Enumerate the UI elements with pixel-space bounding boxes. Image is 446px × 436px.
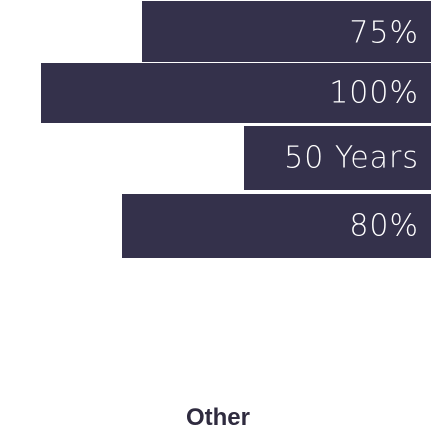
bar-0: 75% — [141, 0, 446, 65]
bar-fill — [142, 1, 431, 64]
bar-fill — [244, 126, 431, 190]
bar-3: 80% — [121, 193, 446, 259]
bar-1: 100% — [40, 62, 446, 124]
bar-label: 80% — [349, 208, 419, 244]
bar-label: 75% — [349, 15, 419, 50]
bar-2: 50 Years — [243, 125, 446, 191]
bar-fill — [122, 194, 431, 258]
bar-fill — [41, 63, 431, 123]
bar-label: 100% — [329, 75, 419, 111]
bar-label: 50 Years — [284, 140, 419, 176]
chart-title: Other — [185, 404, 250, 431]
